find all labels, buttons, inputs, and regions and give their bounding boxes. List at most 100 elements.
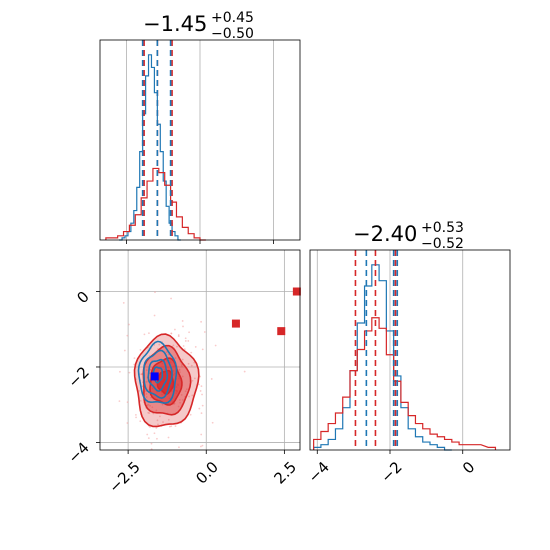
sample-point: [139, 400, 142, 402]
outlier-marker: [277, 327, 286, 336]
sample-point: [150, 442, 153, 445]
scatter-panel: −2.5 0.0 2.5 −4 −2 0: [64, 249, 301, 497]
sample-point: [184, 340, 187, 342]
tick-label-y: −4: [64, 439, 92, 467]
sample-point: [145, 380, 148, 383]
sample-point: [188, 331, 190, 334]
sample-point: [145, 396, 148, 398]
sample-point: [118, 400, 121, 403]
contour-series-a: [147, 358, 169, 392]
hist-x-panel: −1.45 +0.45 −0.50: [99, 10, 301, 244]
sample-point: [140, 373, 143, 376]
sample-point: [143, 333, 146, 336]
sample-point: [198, 407, 201, 410]
sample-point: [173, 402, 176, 405]
hist-y-panel: −4 −2 0 −2.40 +0.53 −0.52: [305, 220, 511, 486]
sample-point: [180, 394, 183, 396]
sample-point: [210, 378, 213, 380]
sample-point: [200, 433, 203, 436]
sample-point: [181, 320, 184, 322]
sample-point: [178, 446, 180, 449]
sample-point: [139, 349, 142, 351]
sample-point: [134, 413, 137, 416]
sample-point: [183, 348, 186, 351]
sample-point: [201, 404, 204, 407]
sample-point: [148, 332, 150, 335]
sample-point: [185, 388, 188, 391]
sample-point: [178, 369, 181, 371]
histogram-series_a: [119, 54, 181, 241]
sample-point: [188, 395, 190, 398]
sample-point: [158, 343, 161, 346]
sample-point: [153, 432, 156, 435]
hist-x-quantiles: [141, 40, 173, 240]
sample-point: [165, 351, 168, 353]
hist-y-title-sup: +0.53: [421, 220, 464, 236]
tick-label-x: 0.0: [192, 458, 222, 488]
sample-point: [174, 357, 177, 359]
sample-point: [170, 297, 172, 300]
outlier-marker: [292, 287, 301, 296]
scatter-frame: [99, 249, 301, 451]
sample-point: [146, 433, 149, 436]
sample-point: [201, 348, 204, 351]
sample-point: [135, 416, 137, 419]
sample-point: [149, 426, 151, 428]
sample-point: [126, 334, 129, 337]
sample-point: [203, 331, 206, 333]
tick-label-x: −2: [377, 458, 405, 486]
sample-point: [178, 399, 181, 401]
sample-point: [138, 390, 140, 392]
sample-point: [201, 393, 203, 396]
sample-point: [182, 325, 184, 328]
tick-label-x: −4: [305, 458, 333, 486]
sample-point: [170, 332, 173, 335]
sample-point: [190, 351, 193, 354]
tick-label-x: −2.5: [105, 458, 143, 496]
sample-point: [182, 345, 185, 347]
sample-point: [177, 334, 180, 336]
hist-y-title-sub: −0.52: [421, 236, 464, 252]
scatter-grid: [100, 250, 300, 450]
sample-point: [126, 401, 129, 404]
hist-y-frame: [309, 249, 511, 451]
sample-point: [184, 390, 187, 393]
hist-x-title-sub: −0.50: [211, 26, 254, 42]
sample-point: [181, 375, 184, 378]
histogram-series_b: [105, 167, 206, 241]
hist-x-title-sup: +0.45: [211, 10, 254, 26]
sample-point: [139, 420, 142, 423]
hist-x-ticks: [126, 240, 274, 244]
tick-label-y: −2: [64, 363, 92, 391]
sample-point: [191, 394, 194, 397]
sample-point: [200, 445, 202, 448]
sample-point: [193, 377, 196, 380]
tick-label-y: 0: [73, 288, 92, 307]
sample-point: [128, 371, 131, 374]
sample-point: [174, 425, 177, 428]
sample-point: [174, 328, 176, 331]
sample-point: [147, 437, 150, 440]
sample-point: [201, 444, 204, 447]
sample-point: [122, 301, 125, 304]
sample-point: [180, 363, 183, 366]
sample-point: [187, 340, 190, 342]
sample-point: [154, 291, 156, 294]
sample-point: [181, 358, 184, 361]
hist-y-series: [313, 264, 497, 451]
sample-point: [198, 383, 200, 386]
hist-y-ticks: −4 −2 0: [305, 450, 478, 486]
sample-point: [159, 415, 161, 418]
sample-point: [141, 385, 144, 388]
sample-point: [126, 422, 129, 424]
sample-point: [211, 421, 214, 424]
sample-point: [119, 370, 121, 373]
sample-point: [176, 345, 178, 348]
sample-point: [156, 437, 158, 440]
outlier-marker: [231, 319, 240, 328]
sample-point: [147, 411, 150, 414]
hist-x-series: [105, 54, 206, 241]
sample-point: [200, 412, 203, 415]
truth-marker: [150, 372, 159, 381]
